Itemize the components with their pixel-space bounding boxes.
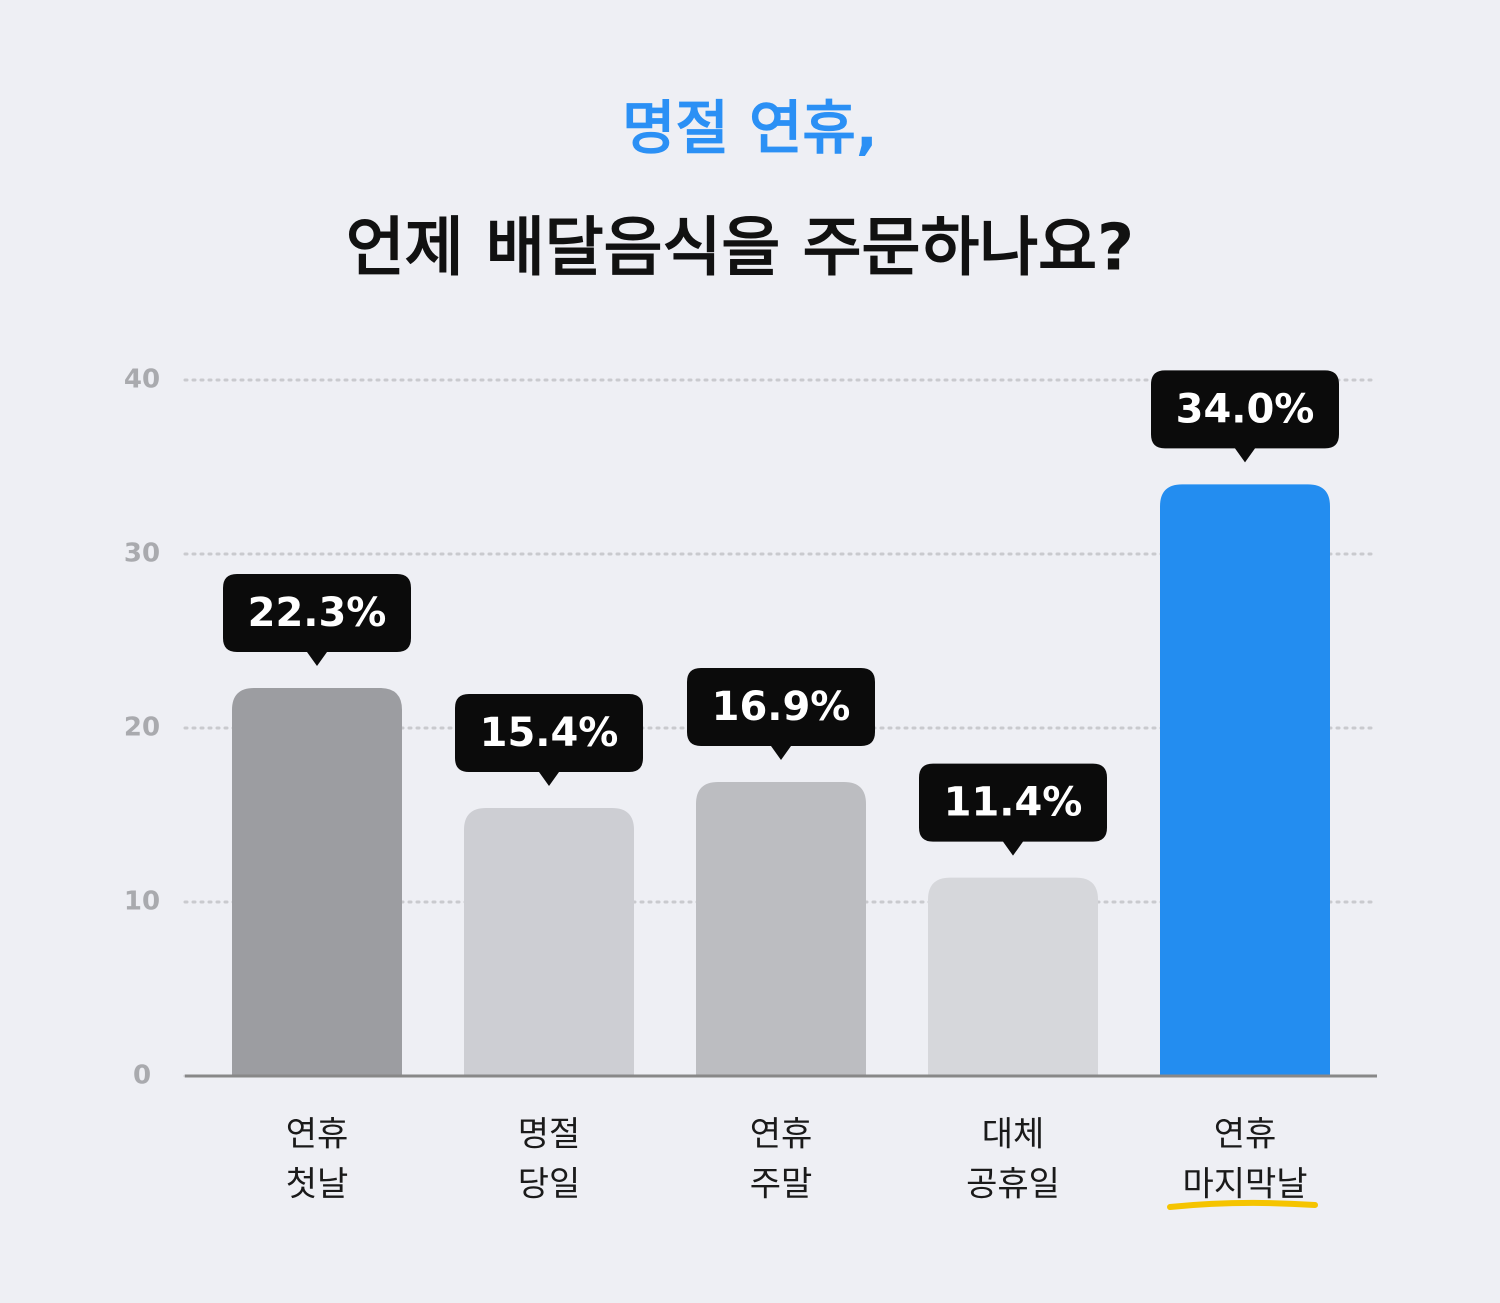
x-tick-label: 당일: [518, 1165, 581, 1205]
label-bubble: [687, 667, 875, 760]
x-tick-label: 연휴: [750, 1115, 813, 1155]
chart-title: 명절 연휴,: [622, 94, 878, 162]
value-label: 11.4%: [944, 780, 1083, 826]
x-tick-label: 명절: [518, 1115, 581, 1155]
value-label: 34.0%: [1176, 386, 1315, 432]
y-tick-label: 20: [124, 713, 160, 743]
highlight-underline: [1167, 1199, 1318, 1210]
x-tick-label: 연휴: [1214, 1115, 1277, 1155]
bar: [696, 781, 866, 1076]
y-tick-label: 0: [133, 1061, 151, 1091]
y-tick-label: 40: [124, 365, 160, 395]
y-tick-label: 30: [124, 539, 160, 569]
x-tick-label: 주말: [750, 1165, 813, 1205]
value-label: 22.3%: [248, 590, 387, 636]
y-tick-label: 10: [124, 887, 160, 917]
label-bubble: [919, 763, 1107, 856]
bar: [464, 808, 634, 1076]
bar: [928, 877, 1098, 1076]
bar: [232, 687, 402, 1076]
x-tick-label: 첫날: [286, 1165, 349, 1205]
label-bubble: [223, 573, 411, 666]
value-label: 16.9%: [712, 684, 851, 730]
label-bubble: [455, 694, 643, 787]
bar: [1160, 484, 1330, 1076]
label-bubble: [1151, 370, 1339, 463]
x-tick-label: 공휴일: [966, 1165, 1060, 1205]
x-tick-label: 대체: [982, 1115, 1045, 1155]
value-label: 15.4%: [480, 710, 619, 756]
x-tick-label: 마지막날: [1182, 1165, 1307, 1205]
chart-title: 언제 배달음식을 주문하나요?: [346, 212, 1134, 286]
x-tick-label: 연휴: [286, 1115, 349, 1155]
